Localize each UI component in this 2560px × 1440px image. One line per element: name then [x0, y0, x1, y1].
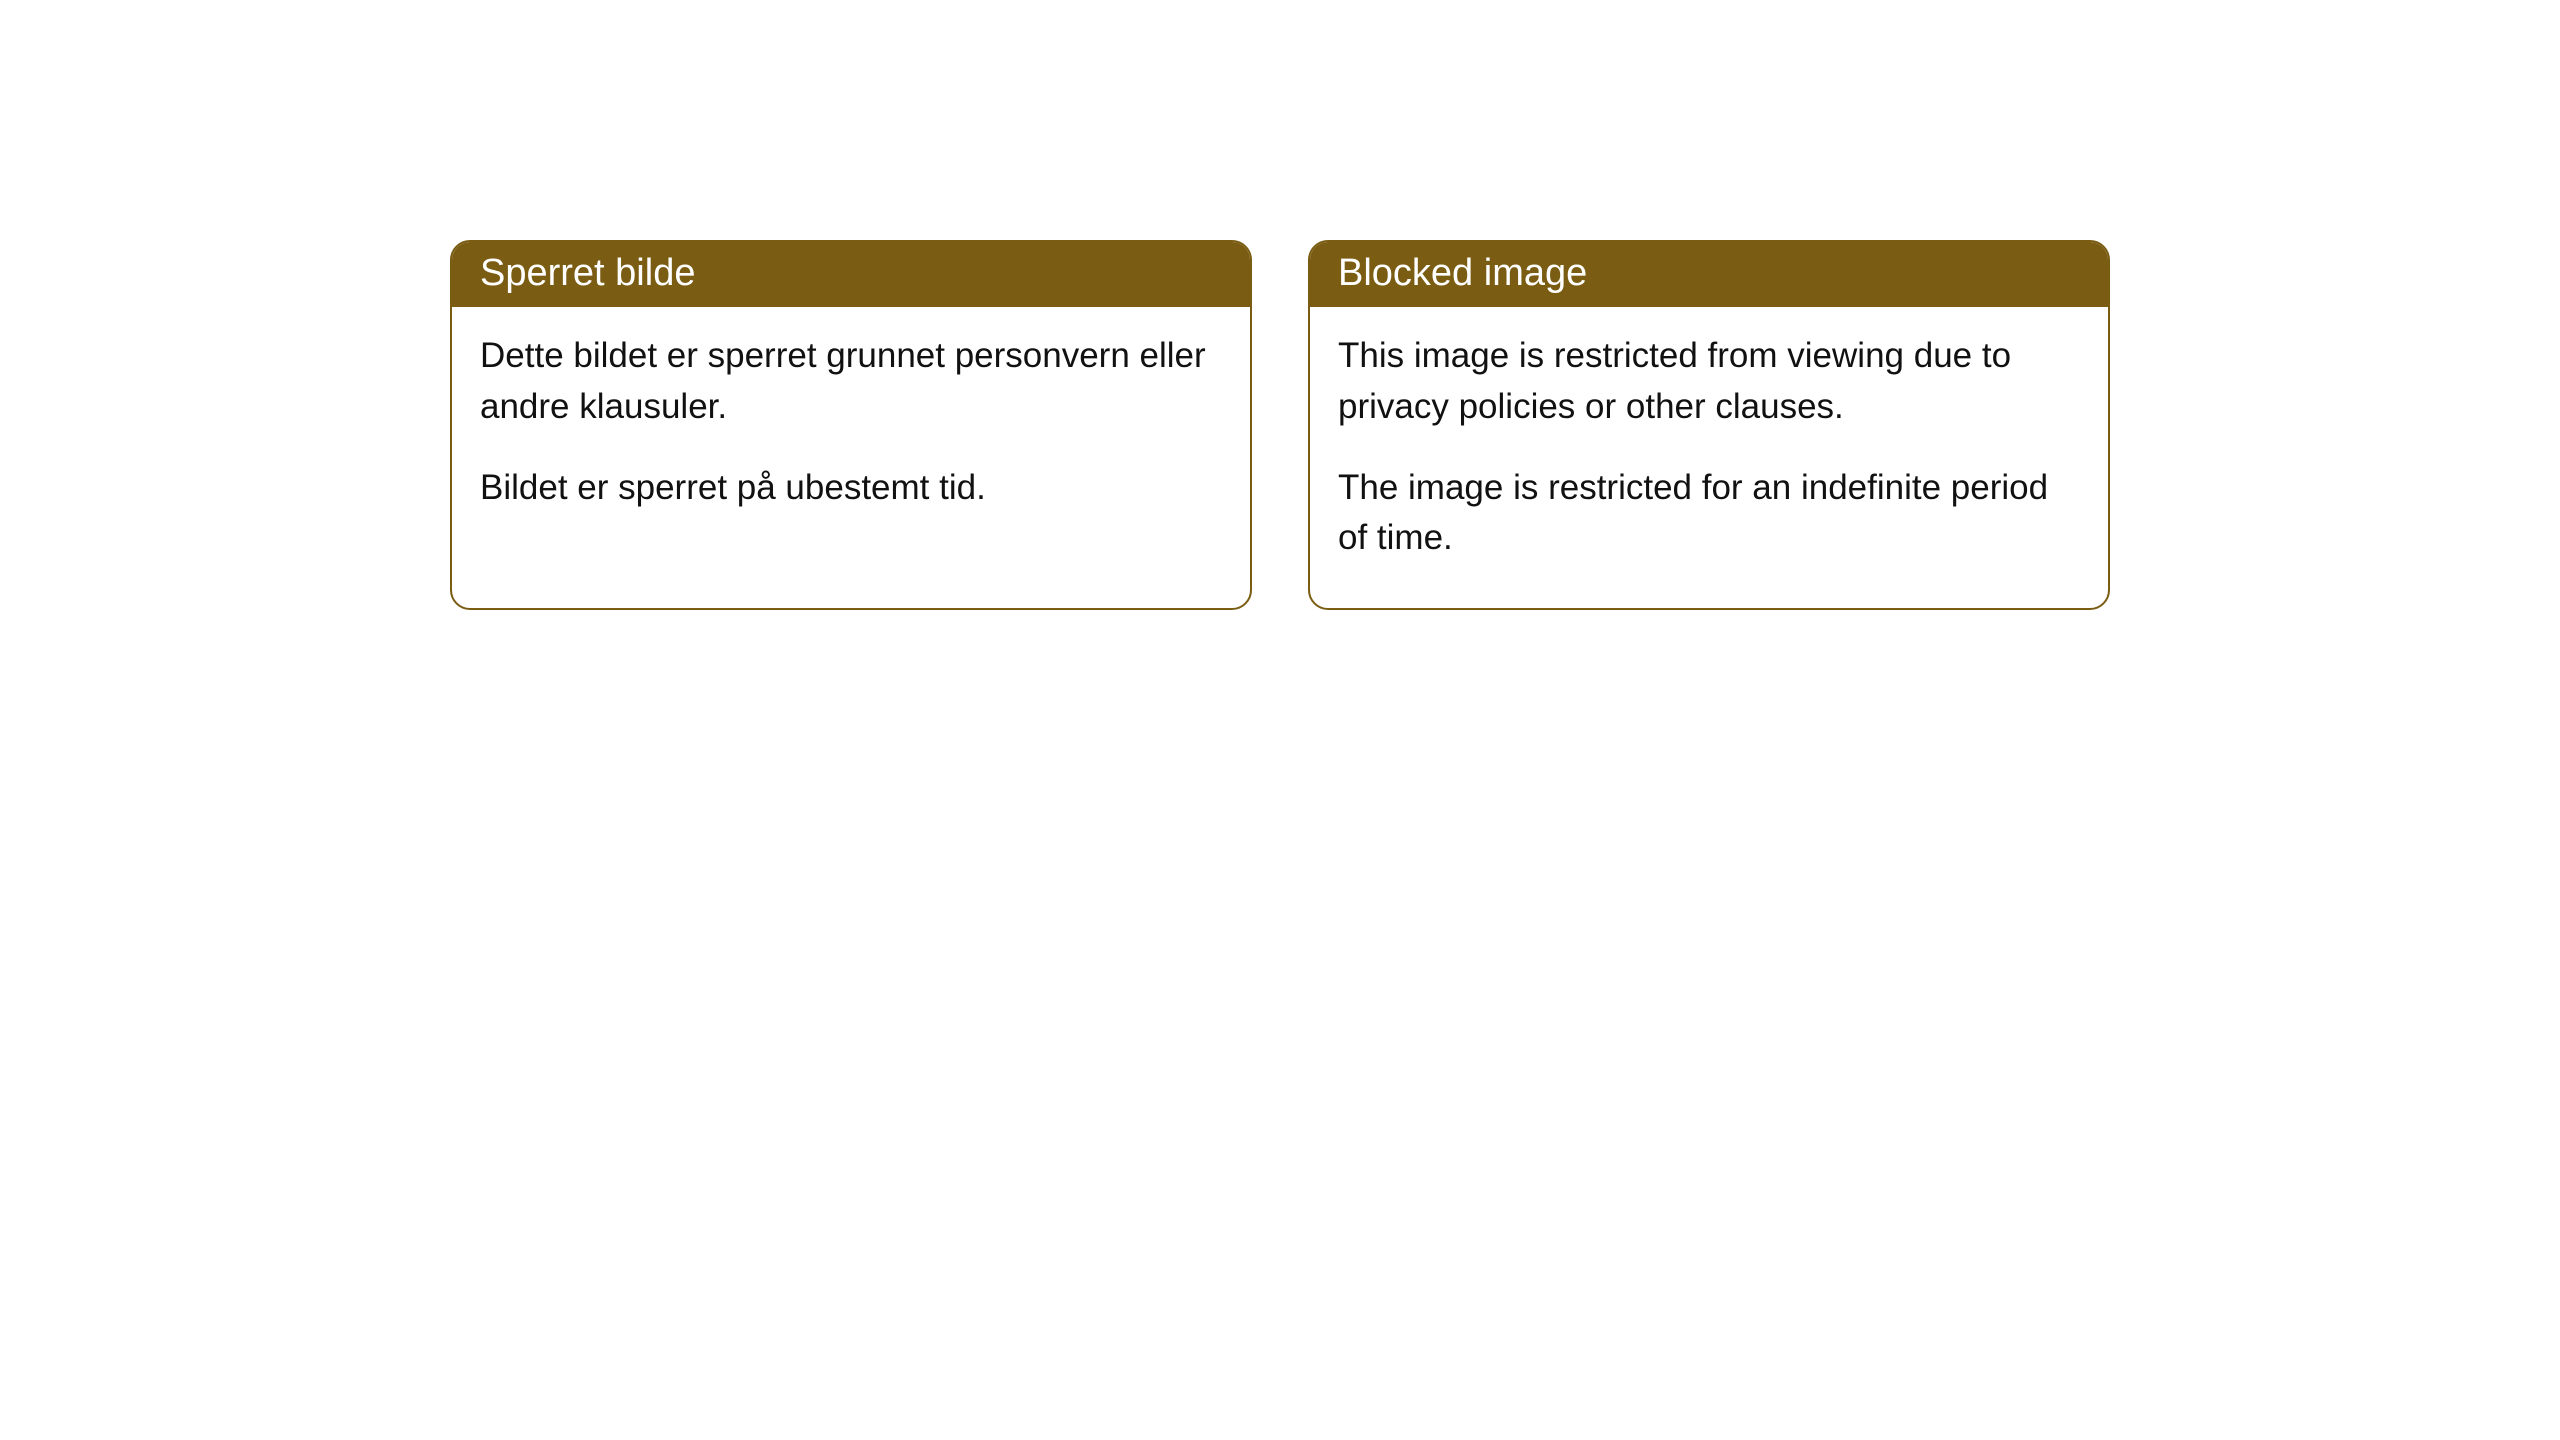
- notice-cards-container: Sperret bilde Dette bildet er sperret gr…: [450, 240, 2110, 610]
- card-title: Sperret bilde: [480, 252, 695, 294]
- card-header: Sperret bilde: [452, 242, 1250, 307]
- card-paragraph: Bildet er sperret på ubestemt tid.: [480, 463, 1222, 514]
- card-body: Dette bildet er sperret grunnet personve…: [452, 307, 1250, 557]
- card-paragraph: This image is restricted from viewing du…: [1338, 331, 2080, 433]
- card-header: Blocked image: [1310, 242, 2108, 307]
- card-paragraph: The image is restricted for an indefinit…: [1338, 463, 2080, 565]
- card-body: This image is restricted from viewing du…: [1310, 307, 2108, 608]
- card-title: Blocked image: [1338, 252, 1587, 294]
- card-paragraph: Dette bildet er sperret grunnet personve…: [480, 331, 1222, 433]
- notice-card-norwegian: Sperret bilde Dette bildet er sperret gr…: [450, 240, 1252, 610]
- notice-card-english: Blocked image This image is restricted f…: [1308, 240, 2110, 610]
